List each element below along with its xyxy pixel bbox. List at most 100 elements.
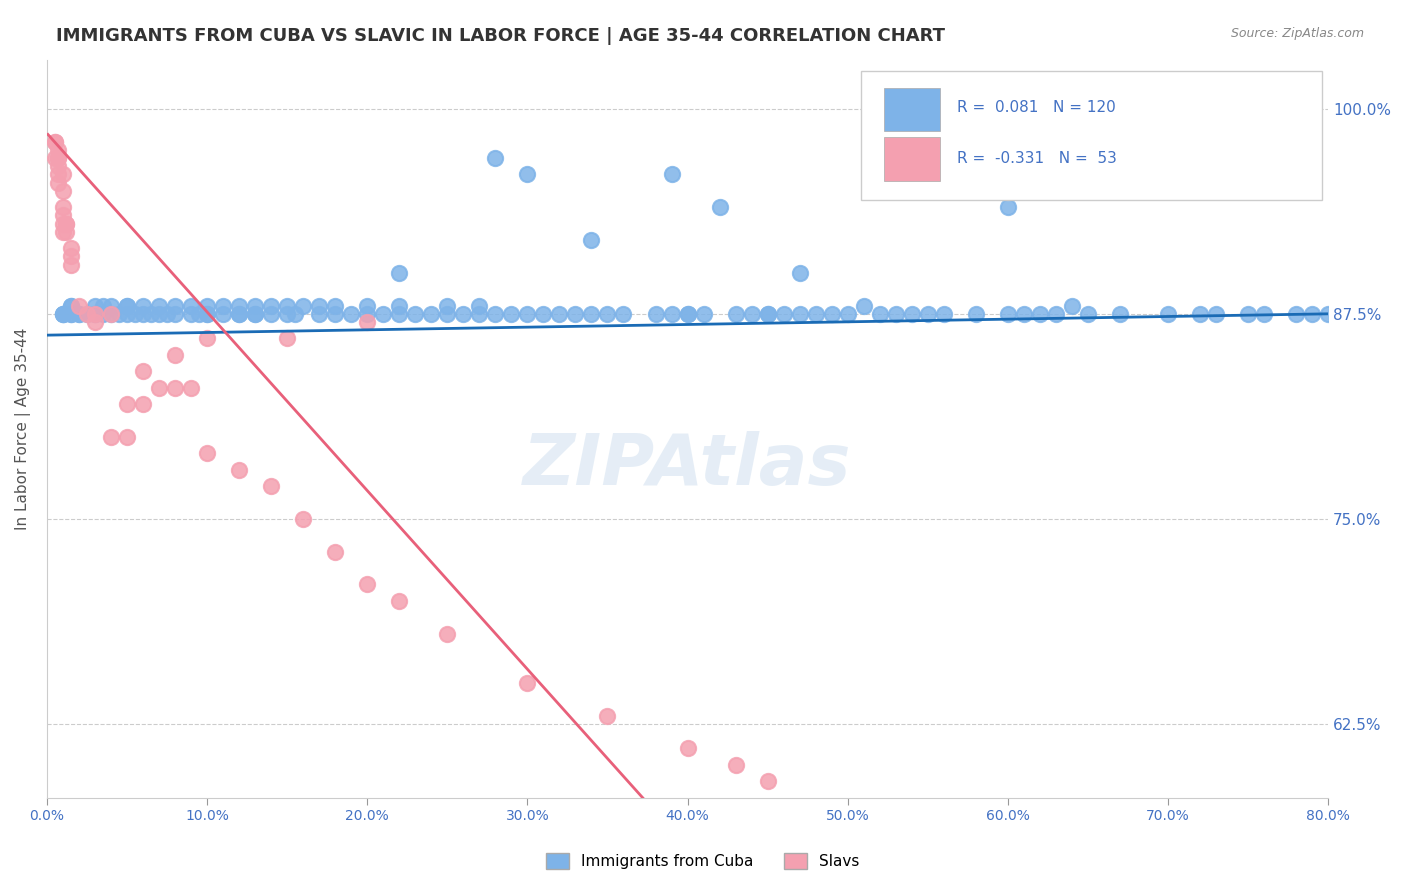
Point — [772, 307, 794, 321]
Point — [292, 299, 315, 313]
Point — [212, 299, 235, 313]
Point — [965, 307, 987, 321]
Point — [148, 307, 170, 321]
Point — [100, 307, 122, 321]
Point — [917, 839, 939, 854]
Point — [436, 307, 458, 321]
Point — [323, 307, 346, 321]
Point — [581, 307, 603, 321]
Point — [115, 430, 138, 444]
Point — [804, 307, 827, 321]
Point — [1045, 307, 1067, 321]
Point — [195, 331, 218, 345]
Point — [356, 307, 378, 321]
Point — [243, 307, 266, 321]
Point — [468, 307, 491, 321]
Point — [91, 299, 114, 313]
Point — [165, 299, 187, 313]
Point — [789, 307, 811, 321]
Point — [1285, 307, 1308, 321]
Point — [139, 307, 162, 321]
Y-axis label: In Labor Force | Age 35-44: In Labor Force | Age 35-44 — [15, 327, 31, 530]
Point — [59, 299, 82, 313]
Point — [373, 307, 395, 321]
Point — [84, 299, 107, 313]
Point — [1157, 307, 1180, 321]
FancyBboxPatch shape — [860, 70, 1322, 200]
Point — [484, 307, 506, 321]
Point — [1189, 307, 1212, 321]
Point — [67, 307, 90, 321]
Point — [436, 299, 458, 313]
Point — [1237, 307, 1260, 321]
Point — [46, 151, 69, 165]
Point — [195, 446, 218, 460]
Point — [453, 307, 475, 321]
Point — [243, 299, 266, 313]
Point — [388, 594, 411, 608]
Point — [420, 307, 443, 321]
Point — [581, 233, 603, 247]
Point — [869, 307, 891, 321]
Point — [284, 307, 307, 321]
Point — [260, 299, 283, 313]
Point — [115, 397, 138, 411]
Point — [1253, 307, 1275, 321]
Point — [59, 307, 82, 321]
Point — [46, 151, 69, 165]
Point — [100, 430, 122, 444]
Point — [884, 307, 907, 321]
Point — [596, 708, 619, 723]
Point — [756, 774, 779, 789]
Point — [228, 463, 250, 477]
Point — [59, 299, 82, 313]
Point — [661, 307, 683, 321]
Point — [132, 299, 155, 313]
Point — [1012, 307, 1035, 321]
Point — [228, 307, 250, 321]
FancyBboxPatch shape — [883, 137, 941, 181]
Point — [1205, 307, 1227, 321]
Point — [188, 307, 211, 321]
Point — [115, 307, 138, 321]
Point — [741, 307, 763, 321]
Point — [148, 381, 170, 395]
Point — [356, 577, 378, 591]
Point — [67, 299, 90, 313]
Text: Source: ZipAtlas.com: Source: ZipAtlas.com — [1230, 27, 1364, 40]
Point — [195, 307, 218, 321]
Point — [52, 168, 75, 182]
Point — [661, 168, 683, 182]
Point — [59, 258, 82, 272]
Point — [132, 307, 155, 321]
Point — [180, 299, 202, 313]
Point — [59, 307, 82, 321]
Point — [756, 307, 779, 321]
Point — [612, 307, 634, 321]
Point — [1317, 307, 1340, 321]
Point — [404, 307, 426, 321]
Point — [52, 307, 75, 321]
Point — [55, 225, 77, 239]
Text: ZIPAtlas: ZIPAtlas — [523, 431, 852, 500]
Point — [156, 307, 179, 321]
Point — [67, 307, 90, 321]
Point — [46, 143, 69, 157]
Point — [132, 397, 155, 411]
Legend: Immigrants from Cuba, Slavs: Immigrants from Cuba, Slavs — [540, 847, 866, 875]
Point — [516, 676, 538, 690]
Point — [180, 307, 202, 321]
Point — [692, 307, 714, 321]
Point — [837, 307, 859, 321]
Point — [91, 307, 114, 321]
Point — [195, 307, 218, 321]
Point — [276, 307, 298, 321]
Point — [484, 151, 506, 165]
Point — [564, 307, 586, 321]
Point — [308, 299, 330, 313]
Point — [55, 217, 77, 231]
Point — [46, 159, 69, 173]
Point — [115, 299, 138, 313]
Point — [468, 299, 491, 313]
Point — [108, 307, 131, 321]
